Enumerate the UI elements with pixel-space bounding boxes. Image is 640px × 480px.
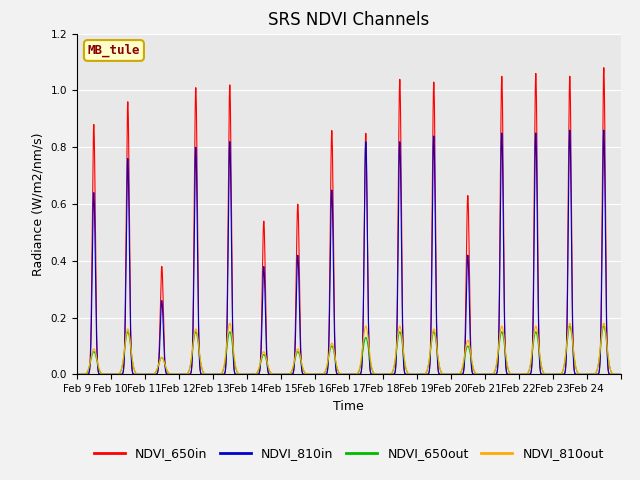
NDVI_810out — [534, 331, 541, 337]
NDVI_810in — [600, 127, 607, 133]
Text: MB_tule: MB_tule — [88, 44, 140, 57]
NDVI_810in — [617, 372, 625, 377]
NDVI_810in — [534, 255, 541, 261]
NDVI_810out — [184, 370, 192, 375]
NDVI_650out — [617, 372, 625, 377]
NDVI_650in — [611, 372, 619, 377]
NDVI_650out — [73, 372, 81, 377]
NDVI_650in — [600, 65, 607, 71]
NDVI_650in — [617, 372, 625, 377]
Legend: NDVI_650in, NDVI_810in, NDVI_650out, NDVI_810out: NDVI_650in, NDVI_810in, NDVI_650out, NDV… — [89, 442, 609, 465]
NDVI_650out — [534, 336, 541, 342]
NDVI_650in — [419, 372, 426, 377]
NDVI_810in — [501, 344, 509, 350]
NDVI_650in — [534, 226, 541, 232]
Y-axis label: Radiance (W/m2/nm/s): Radiance (W/m2/nm/s) — [32, 132, 45, 276]
NDVI_810in — [467, 340, 474, 346]
NDVI_810out — [600, 321, 607, 326]
NDVI_810out — [617, 372, 625, 377]
NDVI_810in — [611, 372, 619, 377]
NDVI_650in — [184, 372, 192, 377]
NDVI_650out — [467, 351, 474, 357]
NDVI_810out — [73, 372, 81, 377]
NDVI_810in — [184, 372, 192, 377]
NDVI_810out — [611, 372, 619, 377]
Line: NDVI_810out: NDVI_810out — [77, 324, 621, 374]
NDVI_650in — [501, 338, 509, 344]
NDVI_810out — [419, 372, 426, 377]
NDVI_810in — [73, 372, 81, 377]
NDVI_650out — [419, 372, 426, 377]
NDVI_810out — [467, 347, 474, 353]
Line: NDVI_650in: NDVI_650in — [77, 68, 621, 374]
NDVI_650out — [611, 372, 619, 377]
Line: NDVI_810in: NDVI_810in — [77, 130, 621, 374]
NDVI_650out — [184, 370, 192, 375]
NDVI_650in — [467, 324, 474, 330]
NDVI_810in — [419, 372, 426, 377]
Title: SRS NDVI Channels: SRS NDVI Channels — [268, 11, 429, 29]
X-axis label: Time: Time — [333, 400, 364, 413]
NDVI_650out — [600, 323, 607, 329]
NDVI_810out — [501, 344, 509, 349]
NDVI_650out — [501, 347, 509, 353]
Line: NDVI_650out: NDVI_650out — [77, 326, 621, 374]
NDVI_650in — [73, 372, 81, 377]
